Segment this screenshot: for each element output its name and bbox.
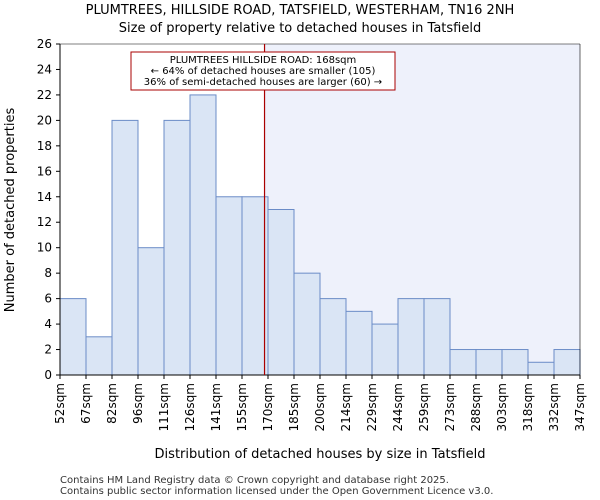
bar-52sqm xyxy=(59,298,87,376)
x-tick-label: 82sqm xyxy=(105,383,119,424)
chart-title: PLUMTREES, HILLSIDE ROAD, TATSFIELD, WES… xyxy=(86,3,515,18)
bar-155sqm xyxy=(241,196,269,376)
footer-line-1: Contains HM Land Registry data © Crown c… xyxy=(60,475,449,486)
bar-318sqm xyxy=(527,361,555,376)
y-axis-label: Number of detached properties xyxy=(3,108,18,313)
y-tick-label: 12 xyxy=(37,215,52,229)
x-tick-label: 318sqm xyxy=(521,383,535,431)
bar-141sqm xyxy=(215,196,243,376)
bar-82sqm xyxy=(111,119,139,376)
bar-288sqm xyxy=(475,349,503,376)
y-tick-label: 14 xyxy=(37,190,52,204)
bar-111sqm xyxy=(163,119,191,376)
annotation-line-3: 36% of semi-detached houses are larger (… xyxy=(144,77,382,88)
x-tick-label: 347sqm xyxy=(573,383,587,431)
x-tick-label: 288sqm xyxy=(469,383,483,431)
y-tick-label: 22 xyxy=(37,88,52,102)
bar-126sqm xyxy=(189,94,217,376)
annotation-line-2: ← 64% of detached houses are smaller (10… xyxy=(151,66,376,77)
bar-259sqm xyxy=(423,298,451,376)
x-tick-label: 185sqm xyxy=(287,383,301,431)
y-tick-label: 18 xyxy=(37,139,52,153)
y-tick-label: 4 xyxy=(44,317,52,331)
y-tick-label: 8 xyxy=(44,266,52,280)
x-tick-label: 214sqm xyxy=(339,383,353,431)
x-tick-label: 259sqm xyxy=(417,383,431,431)
y-tick-label: 10 xyxy=(37,241,52,255)
y-tick-label: 26 xyxy=(37,37,52,51)
bar-273sqm xyxy=(449,349,477,376)
bar-332sqm xyxy=(553,349,581,376)
bar-67sqm xyxy=(85,336,113,376)
bar-96sqm xyxy=(137,247,165,376)
x-tick-label: 141sqm xyxy=(209,383,223,431)
y-tick-label: 0 xyxy=(44,368,52,382)
y-tick-label: 6 xyxy=(44,292,52,306)
y-tick-label: 20 xyxy=(37,113,52,127)
x-tick-label: 126sqm xyxy=(183,383,197,431)
x-tick-label: 273sqm xyxy=(443,383,457,431)
footer-line-2: Contains public sector information licen… xyxy=(60,486,493,497)
x-tick-label: 200sqm xyxy=(313,383,327,431)
bar-229sqm xyxy=(371,323,399,376)
x-tick-label: 96sqm xyxy=(131,383,145,424)
bar-200sqm xyxy=(319,298,347,376)
x-tick-label: 155sqm xyxy=(235,383,249,431)
bar-170sqm xyxy=(267,209,295,376)
annotation-box xyxy=(130,51,396,91)
y-tick-label: 16 xyxy=(37,164,52,178)
y-tick-label: 24 xyxy=(37,62,52,76)
bar-244sqm xyxy=(397,298,425,376)
x-tick-label: 303sqm xyxy=(495,383,509,431)
bar-214sqm xyxy=(345,310,373,376)
x-tick-label: 67sqm xyxy=(79,383,93,424)
bar-303sqm xyxy=(501,349,529,376)
x-axis-label: Distribution of detached houses by size … xyxy=(155,447,486,462)
x-tick-label: 52sqm xyxy=(53,383,67,424)
x-tick-label: 229sqm xyxy=(365,383,379,431)
y-tick-label: 2 xyxy=(44,343,52,357)
bar-185sqm xyxy=(293,272,321,376)
x-tick-label: 332sqm xyxy=(547,383,561,431)
x-tick-label: 111sqm xyxy=(157,383,171,431)
annotation-line-1: PLUMTREES HILLSIDE ROAD: 168sqm xyxy=(170,55,357,66)
x-tick-label: 170sqm xyxy=(261,383,275,431)
x-tick-label: 244sqm xyxy=(391,383,405,431)
chart-subtitle: Size of property relative to detached ho… xyxy=(119,21,481,36)
